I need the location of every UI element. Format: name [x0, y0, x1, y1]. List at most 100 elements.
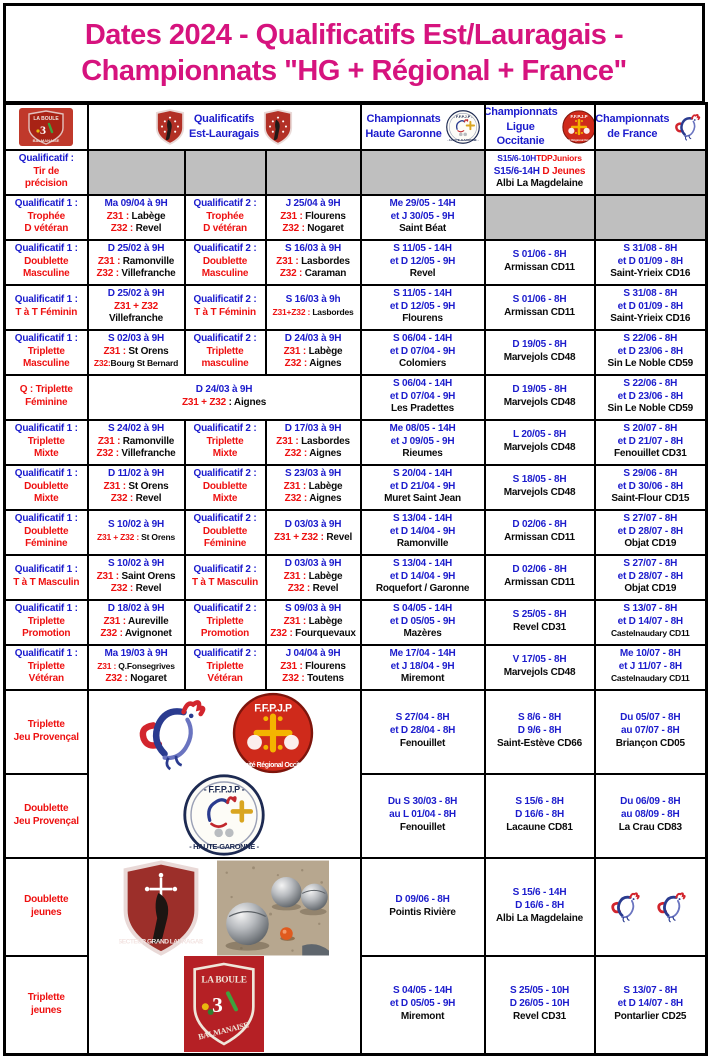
qual2-label: Qualificatif 2 : Triplette Mixte [183, 418, 267, 466]
qual2-label: Qualificatif 2 : Doublette Mixte [183, 463, 267, 511]
hg-cell: S 13/04 - 14H et D 14/04 - 9H Ramonville [359, 508, 486, 556]
occitanie-cell: L 20/05 - 8H Marvejols CD48 [483, 418, 596, 466]
balma-logo-cell: LA BOULE 3 BALMANAISE [3, 102, 89, 151]
qual1-date: S 02/03 à 9H Z31 : St Orens Z32:Bourg St B… [86, 328, 186, 376]
hg-cell: S 13/04 - 14H et D 14/04 - 9H Roquefort / … [359, 553, 486, 601]
occitanie-cell: S15/6-10HTDPJuniors S15/6-14H D Jeunes Alb… [483, 148, 596, 196]
petanque-boules-photo [217, 860, 330, 956]
haute-garonne-badge-icon: - F.F.P.J.P - - HAUTE-GARONNE - [445, 109, 480, 144]
svg-text:- F.F.P.J.P -: - F.F.P.J.P - [204, 784, 245, 794]
occitanie-cell: S 8/6 - 8H D 9/6 - 8H Saint-Estève CD66 [483, 688, 596, 775]
qual1-date: S 10/02 à 9H Z31 : Saint Orens Z32 : Revel [86, 553, 186, 601]
title-line-1: Dates 2024 - Qualificatifs Est/Lauragais… [84, 18, 624, 51]
schedule-table: LA BOULE 3 BALMANAISE Qualificatifs Est-… [3, 102, 708, 1056]
est-lauragais-header-label: Qualificatifs Est-Lauragais [188, 113, 260, 140]
row-label: Qualificatif 1 : Triplette Masculine [3, 328, 89, 376]
france-cell [593, 148, 708, 196]
table-row: Qualificatif : Tir de précision S15/6-10HTD… [3, 148, 708, 196]
hg-cell: D 09/06 - 8H Pointis Rivière [359, 856, 486, 957]
table-row: Qualificatif 1 : Doublette Masculine D 25/0… [3, 238, 708, 286]
hg-cell: S 27/04 - 8H et D 28/04 - 8H Fenouillet [359, 688, 486, 775]
table-row: Q : Triplette Féminine D 24/03 à 9H Z31 + Z… [3, 373, 708, 421]
france-header-label: Championnats de France [595, 113, 670, 140]
row-label: Qualificatif 1 :T à T Masculin [3, 553, 89, 601]
page-title: Dates 2024 - Qualificatifs Est/Lauragais… [3, 3, 705, 104]
france-cell [593, 856, 708, 957]
hg-cell: S 20/04 - 14H et D 21/04 - 9H Muret Saint … [359, 463, 486, 511]
ligue-occitanie-header: Championnats Ligue Occitanie F.F.P.J.P C… [483, 102, 596, 151]
svg-text:3: 3 [40, 123, 46, 137]
row-label: Qualificatif 1 : Trophée D vétéran [3, 193, 89, 241]
hg-cell: Du S 30/03 - 8H au L 01/04 - 8H Fenouillet [359, 772, 486, 859]
france-cell [593, 193, 708, 241]
ffpjp-france-rooster [134, 695, 218, 771]
qual2-date: D 24/03 à 9H Z31 : Labège Z32 : Aignes [264, 328, 362, 376]
france-cell: S 29/06 - 8H et D 30/06 - 8H Saint-Flour C… [593, 463, 708, 511]
svg-text:LA BOULE: LA BOULE [34, 116, 60, 122]
qual2-label: Qualificatif 2 : Triplette masculine [183, 328, 267, 376]
occitanie-cell: S 25/05 - 10H D 26/05 - 10H Revel CD31 [483, 954, 596, 1056]
france-cell: S 31/08 - 8H et D 01/09 - 8H Saint-Yrieix … [593, 238, 708, 286]
qual1-date: D 25/02 à 9H Z31 + Z32 Villefranche [86, 283, 186, 331]
hg-cell: S 06/04 - 14H et D 07/04 - 9H Les Pradette… [359, 373, 486, 421]
qual1-date: S 10/02 à 9H Z31 + Z32 : St Orens [86, 508, 186, 556]
occitanie-cell: D 02/06 - 8H Armissan CD11 [483, 508, 596, 556]
qual1-date [86, 148, 186, 196]
qual2-date: D 03/03 à 9H Z31 : Labège Z32 : Revel [264, 553, 362, 601]
france-cell: Du 05/07 - 8H au 07/07 - 8H Briançon CD05 [593, 688, 708, 775]
svg-text:BALMANAISE: BALMANAISE [33, 138, 60, 143]
qual1-date: Ma 09/04 à 9H Z31 : Labège Z32 : Revel [86, 193, 186, 241]
row-label: Qualificatif 1 : Triplette Vétéran [3, 643, 89, 691]
ligue-occitanie-header-label: Championnats Ligue Occitanie [484, 106, 558, 147]
table-row: Qualificatif 1 : Trophée D vétéran Ma 09/04… [3, 193, 708, 241]
france-cell: S 22/06 - 8H et D 23/06 - 8H Sin Le Noble … [593, 328, 708, 376]
hg-cell: S 04/05 - 14H et D 05/05 - 9H Miremont [359, 954, 486, 1056]
row-label: Triplette Jeu Provençal [3, 688, 89, 775]
qual1-date: Ma 19/03 à 9H Z31 : Q.Fonsegrives Z32 : No… [86, 643, 186, 691]
qual2-date: J 04/04 à 9H Z31 : Flourens Z32 : Toutens [264, 643, 362, 691]
row-label: Qualificatif : Tir de précision [3, 148, 89, 196]
france-cell: S 20/07 - 8H et D 21/07 - 8H Fenouillet CD… [593, 418, 708, 466]
calendar-poster: Dates 2024 - Qualificatifs Est/Lauragais… [3, 3, 708, 1056]
qual2-date: S 23/03 à 9H Z31 : Labège Z32 : Aignes [264, 463, 362, 511]
qual2-date: J 25/04 à 9H Z31 : Flourens Z32 : Nogaret [264, 193, 362, 241]
est-lauragais-header: Qualificatifs Est-Lauragais [86, 102, 362, 151]
france-cell: S 31/08 - 8H et D 01/09 - 8H Saint-Yrieix … [593, 283, 708, 331]
table-row: Doublette Jeu Provençal Du S 30/03 - 8H au … [3, 772, 708, 859]
svg-text:- HAUTE-GARONNE -: - HAUTE-GARONNE - [189, 841, 259, 850]
occitanie-cell: S 15/6 - 8H D 16/6 - 8H Lacaune CD81 [483, 772, 596, 859]
row-label: Qualificatif 1 : Doublette Mixte [3, 463, 89, 511]
table-row: Triplette Jeu Provençal F.F.P.J.P Comité … [3, 688, 708, 859]
occitanie-cell: D 19/05 - 8H Marvejols CD48 [483, 373, 596, 421]
row-label: Doublette Jeu Provençal [3, 772, 89, 859]
france-cell: S 27/07 - 8H et D 28/07 - 8H Objat CD19 [593, 508, 708, 556]
france-cell: S 22/06 - 8H et D 23/06 - 8H Sin Le Noble … [593, 373, 708, 421]
table-row: Qualificatif 1 : Doublette Mixte D 11/02 à … [3, 463, 708, 511]
lauragais-shield-badge: SECTEUR GRAND LAURAGAIS [119, 859, 203, 956]
balma-shield-badge: LA BOULE 3 BALMANAISE [184, 955, 265, 1052]
header-row: LA BOULE 3 BALMANAISE Qualificatifs Est-… [3, 102, 708, 151]
haute-garonne-header: Championnats Haute Garonne - F.F.P.J.P -… [359, 102, 486, 151]
club-logos: SECTEUR GRAND LAURAGAIS LA BOULE 3 BALMA… [86, 856, 362, 1055]
qual2-label: Qualificatif 2 : Triplette Vétéran [183, 643, 267, 691]
qual2-date [264, 148, 362, 196]
qual1-date: D 25/02 à 9H Z31 : Ramonville Z32 : Villef… [86, 238, 186, 286]
occitanie-cell: S 01/06 - 8H Armissan CD11 [483, 283, 596, 331]
hg-cell: Me 17/04 - 14H et J 18/04 - 9H Miremont [359, 643, 486, 691]
qual2-date: S 16/03 à 9h Z31+Z32 : Lasbordes [264, 283, 362, 331]
france-rooster-icon [609, 890, 645, 923]
qual2-date: S 16/03 à 9H Z31 : Lasbordes Z32 : Caraman [264, 238, 362, 286]
hg-cell: Me 29/05 - 14H et J 30/05 - 9H Saint Béat [359, 193, 486, 241]
occitanie-cell: S 25/05 - 8H Revel CD31 [483, 598, 596, 646]
svg-text:- HAUTE-GARONNE -: - HAUTE-GARONNE - [447, 138, 478, 142]
table-row: Qualificatif 1 : Triplette Mixte S 24/02 à … [3, 418, 708, 466]
qual1-date: D 11/02 à 9H Z31 : St Orens Z32 : Revel [86, 463, 186, 511]
france-cell: S 13/07 - 8H et D 14/07 - 8H Castelnaudary… [593, 598, 708, 646]
occitanie-badge-icon: F.F.P.J.P Comité Régional Occitanie [562, 110, 593, 144]
svg-text:- F.F.P.J.P -: - F.F.P.J.P - [453, 115, 472, 119]
row-label: Qualificatif 1 :T à T Féminin [3, 283, 89, 331]
occitanie-cell: D 02/06 - 8H Armissan CD11 [483, 553, 596, 601]
row-label: Qualificatif 1 : Doublette Masculine [3, 238, 89, 286]
hg-cell [359, 148, 486, 196]
france-cell: S 13/07 - 8H et D 14/07 - 8H Pontarlier CD… [593, 954, 708, 1056]
